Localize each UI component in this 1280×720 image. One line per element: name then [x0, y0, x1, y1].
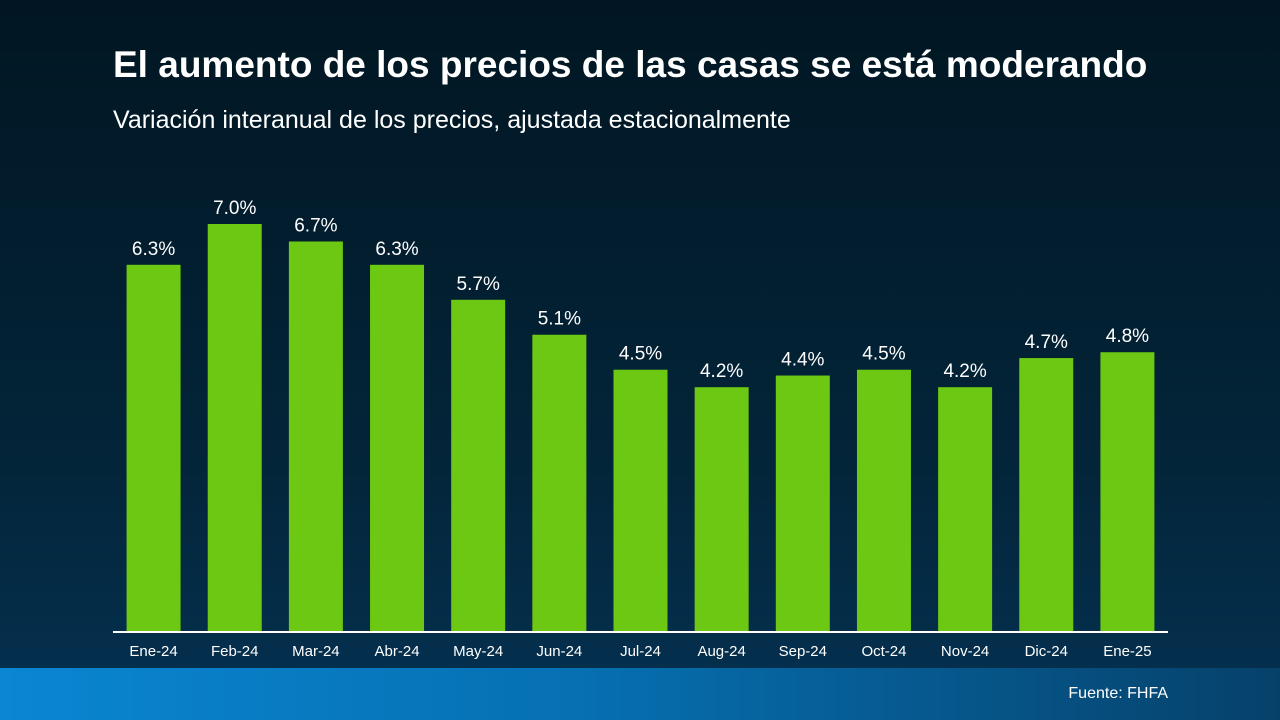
x-tick-label: Nov-24 [941, 643, 989, 660]
bar [775, 375, 830, 632]
data-label: 6.3% [375, 239, 418, 260]
bar [126, 264, 181, 632]
data-label: 4.2% [700, 361, 743, 382]
bar [938, 387, 993, 632]
bar-chart: 6.3% Ene-24 7.0% Feb-24 6.7% Mar-24 6.3% Abr-24… [126, 198, 1155, 660]
bar [207, 224, 262, 632]
x-tick-label: Dic-24 [1025, 643, 1068, 660]
bar [613, 369, 668, 632]
x-tick-label: Aug-24 [697, 643, 745, 660]
data-label: 6.7% [294, 215, 337, 236]
data-label: 4.8% [1106, 326, 1149, 347]
data-label: 5.7% [457, 274, 500, 295]
bar [1019, 358, 1074, 632]
bar [532, 334, 587, 632]
bar [856, 369, 911, 632]
x-tick-label: Mar-24 [292, 643, 340, 660]
data-label: 4.7% [1025, 332, 1068, 353]
bar [451, 299, 506, 632]
x-tick-label: May-24 [453, 643, 503, 660]
x-tick-label: Abr-24 [375, 643, 420, 660]
footer-bar: Fuente: FHFA [0, 668, 1280, 720]
x-tick-label: Ene-25 [1103, 643, 1151, 660]
data-label: 7.0% [213, 198, 256, 219]
chart-title: El aumento de los precios de las casas s… [113, 44, 1148, 85]
data-label: 4.5% [862, 344, 905, 365]
bar [370, 264, 425, 632]
data-label: 4.4% [781, 350, 824, 371]
x-tick-label: Oct-24 [861, 643, 906, 660]
x-tick-label: Feb-24 [211, 643, 259, 660]
x-tick-label: Sep-24 [779, 643, 827, 660]
data-label: 4.5% [619, 344, 662, 365]
data-label: 4.2% [943, 361, 986, 382]
bar [694, 387, 749, 632]
chart-subtitle: Variación interanual de los precios, aju… [113, 106, 791, 134]
x-tick-label: Ene-24 [129, 643, 177, 660]
source-note: Fuente: FHFA [1068, 685, 1168, 702]
bar [1100, 352, 1155, 632]
x-tick-label: Jul-24 [620, 643, 661, 660]
x-tick-label: Jun-24 [536, 643, 582, 660]
data-label: 5.1% [538, 309, 581, 330]
bar [288, 241, 343, 632]
data-label: 6.3% [132, 239, 175, 260]
